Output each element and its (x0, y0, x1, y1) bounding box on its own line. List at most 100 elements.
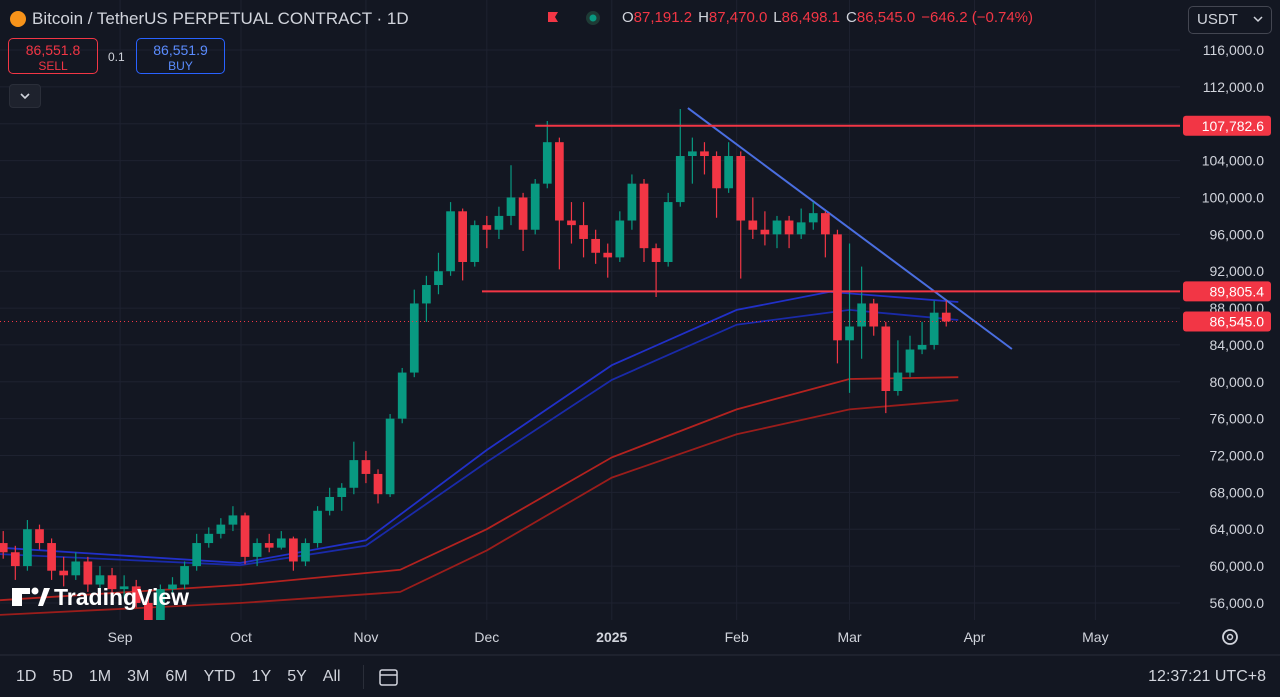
candle-body (796, 222, 806, 235)
candle-body (917, 344, 927, 350)
candle-body (192, 543, 202, 567)
candle-body (156, 589, 165, 620)
candle-body (446, 211, 455, 272)
gear[interactable] (1222, 629, 1238, 645)
candle-body (772, 220, 782, 235)
moving-average (0, 399, 959, 616)
y-tick-label: 100,000.0 (1202, 189, 1264, 205)
currency[interactable]: USDT (1197, 11, 1238, 28)
candle-body (857, 303, 866, 327)
settings-icon[interactable] (1222, 629, 1238, 645)
candle-body (724, 156, 733, 189)
gear-hub[interactable] (1226, 633, 1234, 641)
symbol-header[interactable]: Bitcoin / TetherUS PERPETUAL CONTRACT · … (10, 8, 409, 30)
range-button[interactable]: 1M (88, 667, 112, 685)
range-button[interactable]: 1Y (251, 667, 272, 685)
candle-body (119, 586, 129, 590)
candle-body (325, 496, 335, 511)
price-level-tag (1183, 281, 1271, 302)
candle-body (180, 566, 189, 585)
price-level-tag (1183, 311, 1271, 332)
candle-body (494, 215, 504, 230)
candle-body (397, 372, 407, 419)
candle-body (10, 552, 20, 567)
candle-body (869, 303, 879, 327)
sell-price[interactable]: 86,551.8 (25, 42, 81, 58)
y-tick-label: 64,000.0 (1210, 521, 1265, 537)
chevron[interactable] (10, 85, 40, 107)
status-icons (548, 11, 600, 25)
logo-part (12, 588, 22, 606)
y-tick-label: 116,000.0 (1203, 42, 1264, 58)
candle-body (470, 225, 480, 262)
y-tick-label: 84,000.0 (1210, 337, 1265, 353)
currency-chevron (1253, 16, 1263, 23)
candle-body (228, 515, 238, 525)
candle-body (881, 326, 891, 392)
x-tick-label: Dec (474, 629, 499, 645)
change: −646.2 (−0.74%) (921, 9, 1034, 26)
range-button[interactable]: YTD (203, 667, 236, 685)
moving-average (0, 290, 959, 564)
ohlc-key: C (846, 9, 857, 26)
range-button[interactable]: 5D (52, 667, 73, 685)
plot-area (0, 107, 1180, 620)
ohlc-readout: O87,191.2 H87,470.0 L86,498.1 C86,545.0 −646… (622, 9, 1033, 26)
moving-average (0, 376, 959, 602)
collapse-button[interactable] (9, 84, 41, 108)
buy-label[interactable]: BUY (168, 59, 193, 73)
x-tick-label: Feb (725, 629, 749, 645)
candle-body (651, 248, 661, 262)
candle-body (0, 543, 8, 553)
candle-body (518, 197, 528, 230)
y-tick-label: 92,000.0 (1210, 263, 1265, 279)
candle-body (760, 229, 770, 235)
candle-body (591, 238, 600, 253)
ohlc-item: O87,191.2 (622, 9, 692, 26)
range-button[interactable]: 5Y (287, 667, 307, 685)
logo-part (12, 588, 30, 594)
x-tick-label: Nov (353, 629, 378, 645)
candle-body (204, 533, 214, 544)
range-button[interactable]: 3M (127, 667, 150, 685)
ohlc-value: 87,470.0 (708, 9, 768, 26)
chevron-path (1253, 16, 1263, 23)
flag-icon[interactable] (548, 12, 558, 22)
spread: 0.1 (108, 50, 125, 64)
price-level-tag (1183, 115, 1271, 136)
candle-body (712, 156, 721, 189)
sell-label[interactable]: SELL (38, 59, 68, 73)
range-button[interactable]: 1D (16, 667, 37, 685)
x-tick-label: Oct (230, 629, 252, 645)
candle-body (409, 303, 419, 373)
candle-body (168, 584, 177, 590)
candle-body (579, 225, 588, 239)
ohlc-key: H (698, 9, 709, 26)
candle-body (663, 202, 673, 262)
price-level-label: 89,805.4 (1210, 283, 1265, 299)
bottom-toolbar: 1D 5D 1M 3M 6M YTD 1Y 5Y All (0, 656, 1280, 697)
candle-body (107, 575, 117, 590)
buy-button[interactable]: 86,551.9 BUY (136, 38, 225, 74)
y-tick-label: 96,000.0 (1210, 226, 1265, 242)
sell-button[interactable]: 86,551.8 SELL (8, 38, 98, 74)
currency-select[interactable]: USDT (1188, 6, 1272, 34)
y-tick-label: 104,000.0 (1202, 153, 1264, 169)
candle-body (83, 561, 93, 585)
candle-body (71, 561, 81, 576)
ohlc-value: 87,191.2 (633, 9, 693, 26)
moving-average (0, 308, 959, 567)
candle-body (23, 529, 32, 567)
range-button[interactable]: All (322, 667, 341, 685)
calendar-icon[interactable] (378, 666, 400, 688)
range-button[interactable]: 6M (165, 667, 188, 685)
symbol-title[interactable]: Bitcoin / TetherUS PERPETUAL CONTRACT · … (32, 9, 409, 28)
ohlc-key: L (773, 9, 782, 26)
compare-button[interactable] (362, 664, 400, 689)
candle-body (252, 543, 262, 557)
y-tick-label: 60,000.0 (1210, 558, 1265, 574)
x-tick-label: 2025 (596, 629, 627, 645)
buy-price[interactable]: 86,551.9 (153, 42, 208, 58)
candle-body (264, 543, 274, 548)
